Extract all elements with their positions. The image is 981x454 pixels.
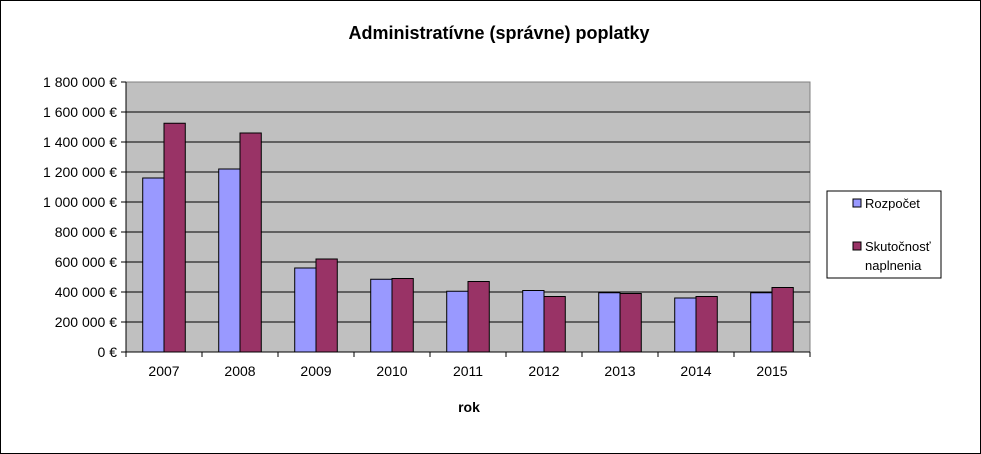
x-tick-label: 2010	[376, 363, 407, 379]
bar-rozpocet-2014	[674, 297, 697, 353]
bar-rozpocet-2008	[218, 168, 241, 353]
bar-rozpocet-2013	[598, 292, 621, 353]
bar-skutocnost-2013	[619, 293, 642, 353]
bar-rozpocet-2007	[142, 177, 165, 353]
x-axis-title: rok	[458, 399, 480, 415]
y-tick-label: 0 €	[98, 344, 118, 360]
legend-box	[826, 190, 942, 279]
x-tick-label: 2009	[300, 363, 331, 379]
y-tick-label: 1 200 000 €	[43, 164, 117, 180]
x-tick-label: 2008	[224, 363, 255, 379]
y-tick-label: 1 600 000 €	[43, 104, 117, 120]
bar-rozpocet-2015	[750, 292, 773, 353]
x-tick-label: 2014	[680, 363, 711, 379]
bar-rozpocet-2012	[522, 290, 545, 353]
y-tick-label: 400 000 €	[55, 284, 117, 300]
x-tick-label: 2011	[453, 363, 483, 379]
y-tick-label: 1 800 000 €	[43, 74, 117, 90]
bar-rozpocet-2009	[294, 267, 317, 353]
x-tick-label: 2013	[604, 363, 635, 379]
legend-label-naplnenia: naplnenia	[865, 258, 922, 273]
bar-rozpocet-2010	[370, 278, 393, 353]
legend-label-skutocnost: Skutočnosť	[865, 239, 931, 254]
bar-skutocnost-2008	[239, 132, 262, 353]
y-tick-label: 1 400 000 €	[43, 134, 117, 150]
bar-skutocnost-2010	[391, 278, 414, 353]
bar-skutocnost-2015	[771, 287, 794, 353]
legend-label-rozpocet: Rozpočet	[865, 196, 920, 211]
y-tick-label: 1 000 000 €	[43, 194, 117, 210]
x-tick-label: 2012	[528, 363, 559, 379]
bar-skutocnost-2007	[163, 122, 186, 353]
bar-rozpocet-2011	[446, 290, 469, 353]
x-tick-label: 2015	[756, 363, 787, 379]
bar-skutocnost-2011	[467, 281, 490, 353]
axes: 0 € 200 000 € 400 000 € 600 000 € 800 000 € 1…	[43, 74, 811, 379]
y-tick-label: 200 000 €	[55, 314, 117, 330]
y-tick-label: 800 000 €	[55, 224, 117, 240]
legend-swatch-skutocnost	[852, 241, 862, 251]
y-tick-label: 600 000 €	[55, 254, 117, 270]
bars	[142, 122, 794, 353]
bar-skutocnost-2009	[315, 258, 338, 353]
bar-skutocnost-2014	[695, 296, 718, 353]
chart-title: Administratívne (správne) poplatky	[348, 23, 649, 43]
legend: Rozpočet Skutočnosť naplnenia	[826, 190, 942, 279]
bar-skutocnost-2012	[543, 296, 566, 353]
legend-swatch-rozpocet	[852, 198, 862, 208]
x-tick-label: 2007	[148, 363, 179, 379]
